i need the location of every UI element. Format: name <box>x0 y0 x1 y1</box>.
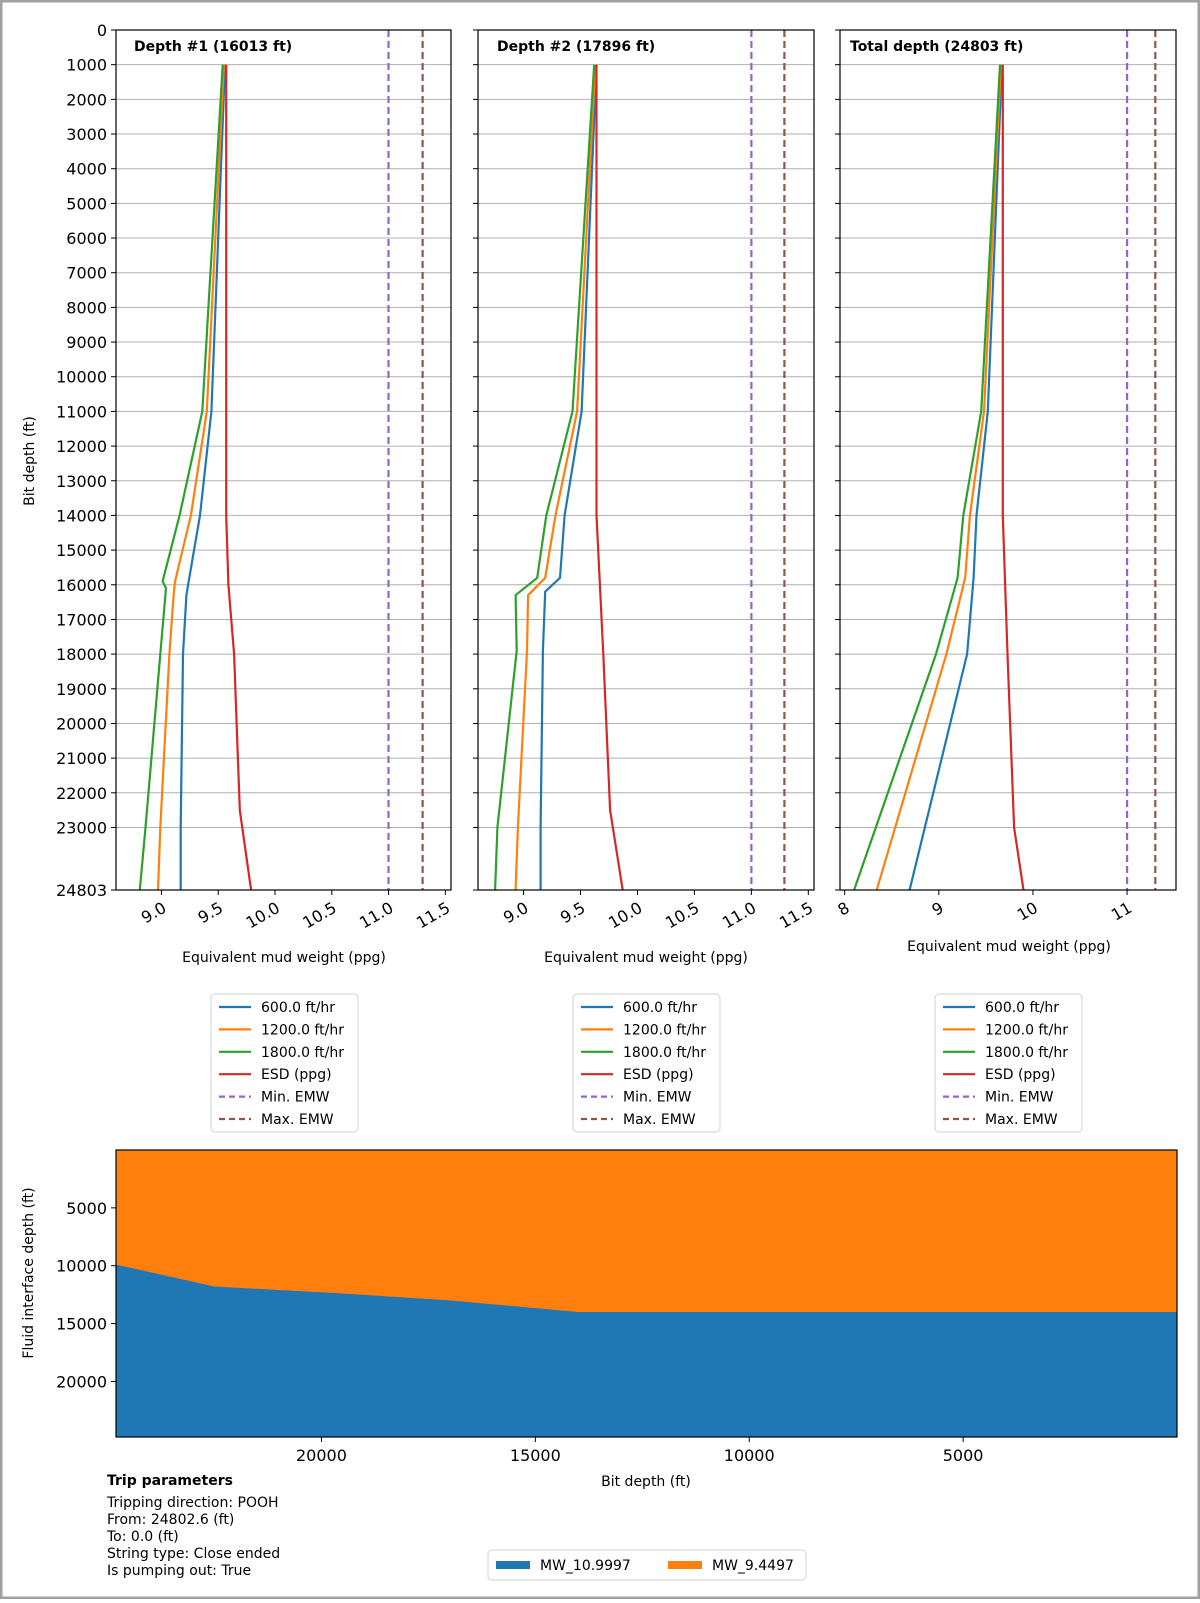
y-tick-label: 20000 <box>56 714 107 733</box>
y-tick-label: 9000 <box>66 333 107 352</box>
series-line-1800-0-ft-hr <box>138 64 224 891</box>
series-line-600-0-ft-hr <box>179 64 227 890</box>
trip-heading: Trip parameters <box>107 1473 233 1489</box>
trip-parameters: Trip parameters Tripping direction: POOH… <box>106 1473 280 1579</box>
panel-fluid-interface: Fluid interface depth (ft) Bit depth (ft… <box>21 1149 1178 1490</box>
y-tick-label: 20000 <box>56 1372 107 1391</box>
x-tick-label: 10000 <box>724 1446 775 1465</box>
y-tick-label: 12000 <box>56 437 107 456</box>
series-line-1800-0-ft-hr <box>494 64 596 891</box>
panel-xlabel: Equivalent mud weight (ppg) <box>182 950 386 966</box>
y-tick-label: 8000 <box>66 298 107 317</box>
y-tick-label: 0 <box>97 21 107 40</box>
legend-label: ESD (ppg) <box>261 1067 332 1083</box>
trip-to: To: 0.0 (ft) <box>106 1529 179 1545</box>
y-tick-label: 22000 <box>56 784 107 803</box>
y-tick-label: 5000 <box>66 1199 107 1218</box>
legend-label: 600.0 ft/hr <box>623 1000 697 1016</box>
plot-frame <box>115 1149 1178 1438</box>
bottom-xlabel: Bit depth (ft) <box>601 1474 691 1490</box>
y-tick-label: 3000 <box>66 125 107 144</box>
legend-box <box>487 1549 807 1581</box>
y-tick-label: 10000 <box>56 1257 107 1276</box>
legend-label: MW_9.4497 <box>712 1558 794 1574</box>
plot-frame <box>839 29 1177 891</box>
series-line-600-0-ft-hr <box>539 64 598 890</box>
y-tick-label: 7000 <box>66 264 107 283</box>
panel-title: Depth #1 (16013 ft) <box>134 39 292 55</box>
bottom-ylabel: Fluid interface depth (ft) <box>21 1187 37 1358</box>
y-tick-label: 4000 <box>66 160 107 179</box>
series-line-1200-0-ft-hr <box>875 64 1002 891</box>
legend-label: 1800.0 ft/hr <box>985 1045 1068 1061</box>
y-tick-label: 15000 <box>56 1315 107 1334</box>
panel-xlabel: Equivalent mud weight (ppg) <box>544 950 748 966</box>
legend-label: ESD (ppg) <box>623 1067 694 1083</box>
area-mw-10-9997 <box>116 1264 1177 1437</box>
series-line-1800-0-ft-hr <box>853 64 1002 891</box>
legend-label: MW_10.9997 <box>540 1558 631 1574</box>
series-line-esd-ppg- <box>595 64 624 891</box>
legend-label: 1200.0 ft/hr <box>623 1022 706 1038</box>
legend-depth-1: 600.0 ft/hr 1200.0 ft/hr 1800.0 ft/hr ESD (… <box>210 993 359 1133</box>
legend-label: 1800.0 ft/hr <box>623 1045 706 1061</box>
x-tick-label: 15000 <box>510 1446 561 1465</box>
panel-total-depth: Total depth (24803 ft) Equivalent mud we… <box>834 29 1177 955</box>
legend-label: 1800.0 ft/hr <box>261 1045 344 1061</box>
panel-title: Depth #2 (17896 ft) <box>497 39 655 55</box>
series-line-1200-0-ft-hr <box>156 64 225 891</box>
x-tick-label: 5000 <box>943 1446 984 1465</box>
y-tick-label: 19000 <box>56 680 107 699</box>
y-tick-label: 17000 <box>56 610 107 629</box>
y-tick-label: 13000 <box>56 472 107 491</box>
y-tick-label: 18000 <box>56 645 107 664</box>
legend-swatch <box>668 1561 702 1569</box>
legend-label: 600.0 ft/hr <box>985 1000 1059 1016</box>
plot-frame <box>477 29 815 891</box>
legend-label: 600.0 ft/hr <box>261 1000 335 1016</box>
y-tick-label: 2000 <box>66 90 107 109</box>
y-tick-label: 23000 <box>56 818 107 837</box>
legend-label: Min. EMW <box>261 1090 330 1106</box>
legend-label: ESD (ppg) <box>985 1067 1056 1083</box>
series-line-esd-ppg- <box>225 64 253 891</box>
top-ylabel: Bit depth (ft) <box>22 416 38 506</box>
legend-label: Max. EMW <box>623 1112 696 1128</box>
panel-depth-2: Depth #2 (17896 ft) Equivalent mud weigh… <box>473 29 816 966</box>
y-tick-label: 14000 <box>56 506 107 525</box>
panel-depth-1: Depth #1 (16013 ft) Equivalent mud weigh… <box>56 21 453 966</box>
legend-swatch <box>496 1561 530 1569</box>
panel-xlabel: Equivalent mud weight (ppg) <box>907 939 1111 955</box>
y-tick-label: 21000 <box>56 749 107 768</box>
y-tick-label: 16000 <box>56 576 107 595</box>
series-line-esd-ppg- <box>1001 64 1025 891</box>
trip-string-type: String type: Close ended <box>107 1546 280 1562</box>
legend-label: Max. EMW <box>261 1112 334 1128</box>
y-tick-label: 1000 <box>66 56 107 75</box>
y-tick-label: 10000 <box>56 368 107 387</box>
y-tick-label: 15000 <box>56 541 107 560</box>
legend-label: 1200.0 ft/hr <box>985 1022 1068 1038</box>
panel-title: Total depth (24803 ft) <box>850 39 1023 55</box>
x-tick-label: 20000 <box>296 1446 347 1465</box>
legend-fluids: MW_10.9997 MW_9.4497 <box>487 1549 807 1581</box>
y-tick-label: 6000 <box>66 229 107 248</box>
y-tick-label: 24803 <box>56 881 107 900</box>
series-line-600-0-ft-hr <box>908 64 1003 891</box>
trip-pumping-out: Is pumping out: True <box>107 1563 251 1579</box>
trip-direction: Tripping direction: POOH <box>106 1495 279 1511</box>
legend-depth-2: 600.0 ft/hr 1200.0 ft/hr 1800.0 ft/hr ESD (… <box>572 993 721 1133</box>
legend-total-depth: 600.0 ft/hr 1200.0 ft/hr 1800.0 ft/hr ESD (… <box>934 993 1083 1133</box>
legend-label: Min. EMW <box>623 1090 692 1106</box>
legend-label: 1200.0 ft/hr <box>261 1022 344 1038</box>
trip-from: From: 24802.6 (ft) <box>107 1512 234 1528</box>
series-line-1200-0-ft-hr <box>514 64 597 891</box>
plot-frame <box>115 29 452 891</box>
y-tick-label: 11000 <box>56 402 107 421</box>
legend-label: Max. EMW <box>985 1112 1058 1128</box>
legend-label: Min. EMW <box>985 1090 1054 1106</box>
y-tick-label: 5000 <box>66 194 107 213</box>
